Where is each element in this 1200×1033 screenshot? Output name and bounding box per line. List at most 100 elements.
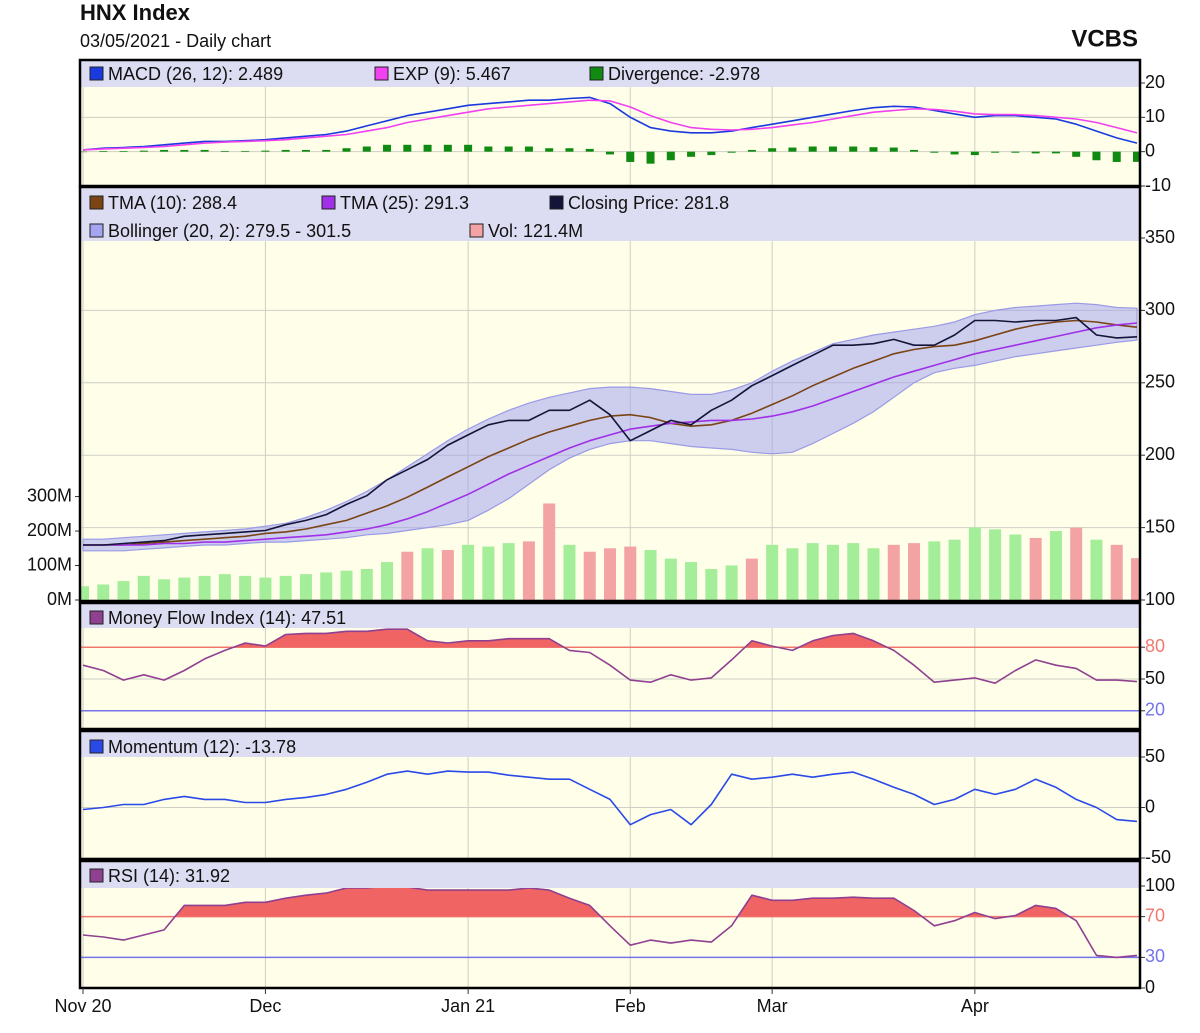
divergence-bar xyxy=(342,148,351,152)
divergence-bar xyxy=(220,150,229,152)
divergence-bar xyxy=(910,149,919,152)
y2-tick-label: 300M xyxy=(27,485,72,505)
divergence-bar xyxy=(869,147,878,152)
y-tick-label: 200 xyxy=(1145,444,1175,464)
divergence-bar xyxy=(1072,151,1081,157)
series-line xyxy=(82,770,1138,826)
volume-bar xyxy=(847,543,860,600)
divergence-bar xyxy=(139,150,148,152)
divergence-bar xyxy=(970,151,979,156)
volume-bar xyxy=(1049,531,1062,600)
overbought-area xyxy=(83,629,1137,648)
divergence-bar xyxy=(261,150,270,152)
divergence-bar xyxy=(99,150,108,152)
volume-bar xyxy=(766,544,779,600)
divergence-bar xyxy=(1112,151,1121,162)
x-tick-label: Dec xyxy=(249,996,281,1016)
legend-swatch xyxy=(89,610,104,625)
divergence-bar xyxy=(606,151,614,155)
volume-bar xyxy=(563,544,576,600)
divergence-bar xyxy=(403,144,412,152)
y2-tick-label: 0M xyxy=(47,589,72,609)
series-line xyxy=(82,888,1138,959)
volume-bar xyxy=(1131,558,1140,600)
divergence-bar xyxy=(504,146,513,152)
volume-bar xyxy=(624,546,637,600)
volume-bar xyxy=(826,544,839,600)
y-tick-label: 0 xyxy=(1145,140,1155,160)
volume-bar xyxy=(482,546,495,600)
legend-swatch xyxy=(89,195,104,210)
overbought-area xyxy=(175,888,1070,917)
divergence-bar xyxy=(1031,151,1040,154)
volume-bar xyxy=(989,529,1002,600)
y-tick-label: -10 xyxy=(1145,175,1171,195)
chart-title: HNX Index xyxy=(80,0,191,25)
legend-band xyxy=(80,603,1140,628)
divergence-bar xyxy=(727,151,736,153)
series-line xyxy=(83,322,1138,546)
y-tick-label: 150 xyxy=(1145,516,1175,536)
legend-swatch xyxy=(549,195,564,210)
legend-band xyxy=(80,731,1140,757)
divergence-bar xyxy=(180,149,189,152)
volume-bar xyxy=(178,577,191,600)
volume-bar xyxy=(1009,534,1022,600)
volume-bar xyxy=(867,548,880,600)
x-tick-label: Feb xyxy=(615,996,646,1016)
divergence-bar xyxy=(443,144,452,152)
series-line xyxy=(82,99,1138,151)
volume-bar xyxy=(462,544,475,600)
volume-bar xyxy=(948,539,961,600)
divergence-bar xyxy=(930,151,939,153)
legend-swatch xyxy=(89,739,104,754)
y-tick-label: 20 xyxy=(1145,700,1165,720)
legend-swatch xyxy=(89,223,104,238)
divergence-bar xyxy=(241,150,250,152)
volume-bar xyxy=(1070,527,1083,600)
divergence-bar xyxy=(788,147,797,152)
series-line xyxy=(83,319,1138,546)
legend-swatch xyxy=(89,66,104,81)
series-group xyxy=(80,302,1140,600)
divergence-bar xyxy=(991,151,1000,153)
volume-bar xyxy=(806,543,819,600)
volume-bar xyxy=(543,503,556,600)
volume-bar xyxy=(725,565,738,600)
y-tick-label: 350 xyxy=(1145,227,1175,247)
legend-label: RSI (14): 31.92 xyxy=(108,866,230,886)
divergence-bar xyxy=(1133,151,1140,162)
divergence-bar xyxy=(281,149,290,152)
divergence-bar xyxy=(849,146,858,152)
volume-bar xyxy=(745,558,758,600)
panel-frame xyxy=(78,859,1142,990)
divergence-bar xyxy=(80,151,87,153)
divergence-bar xyxy=(119,150,128,152)
panel-frame xyxy=(78,601,1142,731)
volume-bar xyxy=(360,568,373,600)
legend-label: Closing Price: 281.8 xyxy=(568,193,729,213)
volume-bar xyxy=(522,541,535,600)
legend-swatch xyxy=(589,66,604,81)
volume-bar xyxy=(441,550,454,600)
legend-label: Vol: 121.4M xyxy=(488,221,583,241)
y-tick-label: 100 xyxy=(1145,589,1175,609)
x-tick-label: Apr xyxy=(961,996,989,1016)
volume-bar xyxy=(1029,537,1042,600)
series-line xyxy=(82,628,1138,684)
series-group xyxy=(82,628,1138,684)
x-tick-label: Jan 21 xyxy=(441,996,495,1016)
volume-bar xyxy=(259,577,272,600)
volume-bar xyxy=(239,575,252,600)
volume-bar xyxy=(381,562,394,600)
divergence-bar xyxy=(545,148,554,152)
volume-bar xyxy=(97,584,110,600)
y2-tick-label: 100M xyxy=(27,554,72,574)
volume-bar xyxy=(421,548,434,600)
legend-swatch xyxy=(321,195,336,210)
y-tick-label: 0 xyxy=(1145,796,1155,816)
volume-bar xyxy=(340,570,353,600)
volume-bar xyxy=(908,543,921,600)
